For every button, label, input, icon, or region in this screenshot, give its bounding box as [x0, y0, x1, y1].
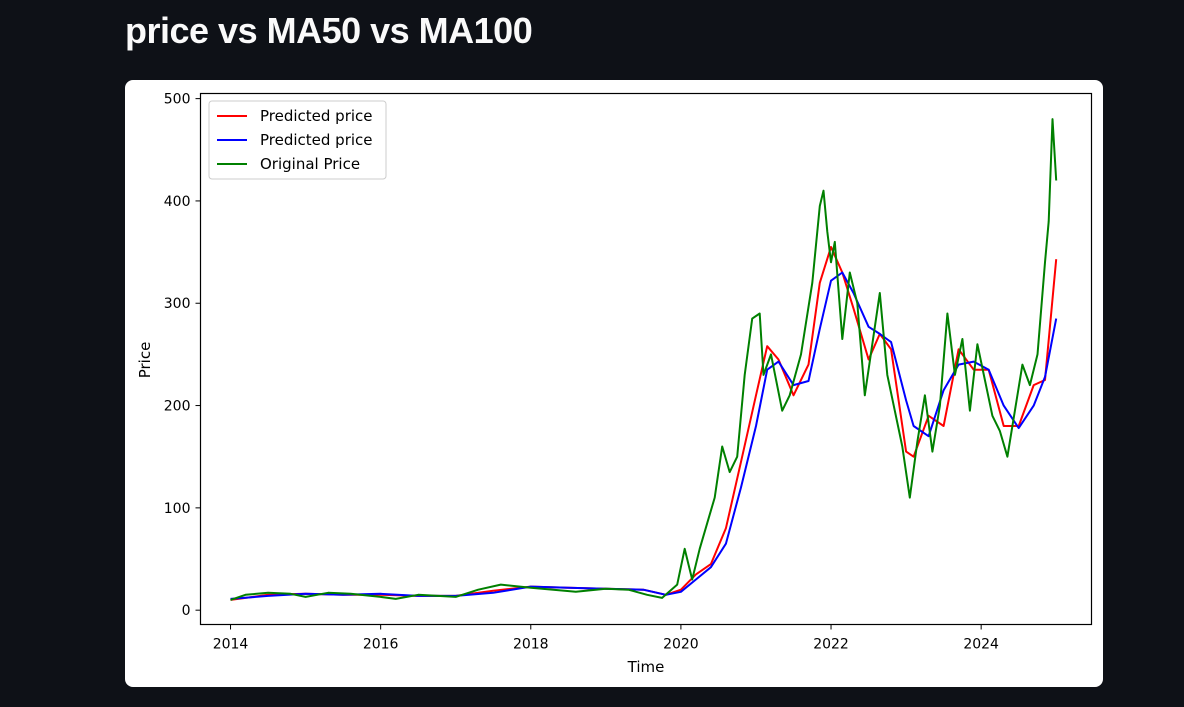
chart-card: 2014 2016 2018 2020 2022 2024 0 100 200 300 400 500…: [125, 80, 1103, 687]
series-layer: [230, 118, 1058, 601]
x-tick-label: 2018: [513, 637, 549, 653]
y-tick-label: 500: [164, 92, 191, 108]
x-tick-label: 2024: [963, 637, 999, 653]
x-tick-label: 2016: [363, 637, 399, 653]
legend-label-predicted-price-blue: Predicted price: [260, 131, 373, 149]
line-chart: 2014 2016 2018 2020 2022 2024 0 100 200 300 400 500…: [136, 92, 1093, 676]
series-line-original-price-2: [230, 118, 1058, 601]
series-line-predicted-price-1: [230, 271, 1058, 600]
y-tick-label: 0: [182, 603, 191, 619]
x-tick-label: 2022: [813, 637, 849, 653]
chart-legend: Predicted price Predicted price Original…: [208, 100, 387, 180]
y-tick-label: 200: [164, 399, 191, 415]
y-tick-label: 100: [164, 501, 191, 517]
plot-frame: [199, 92, 1093, 626]
y-axis-title: Price: [136, 342, 154, 379]
legend-box: [208, 100, 387, 180]
y-tick-label: 300: [164, 296, 191, 312]
legend-label-predicted-price-red: Predicted price: [260, 107, 373, 125]
x-tick-label: 2014: [213, 637, 249, 653]
series-line-predicted-price-0: [230, 246, 1058, 601]
legend-label-original-price: Original Price: [260, 155, 360, 173]
ticks-layer: 2014 2016 2018 2020 2022 2024 0 100 200 300 400 500: [164, 92, 999, 653]
x-tick-label: 2020: [663, 637, 699, 653]
y-tick-label: 400: [164, 194, 191, 210]
page-title: price vs MA50 vs MA100: [125, 10, 533, 51]
x-axis-title: Time: [627, 658, 665, 676]
